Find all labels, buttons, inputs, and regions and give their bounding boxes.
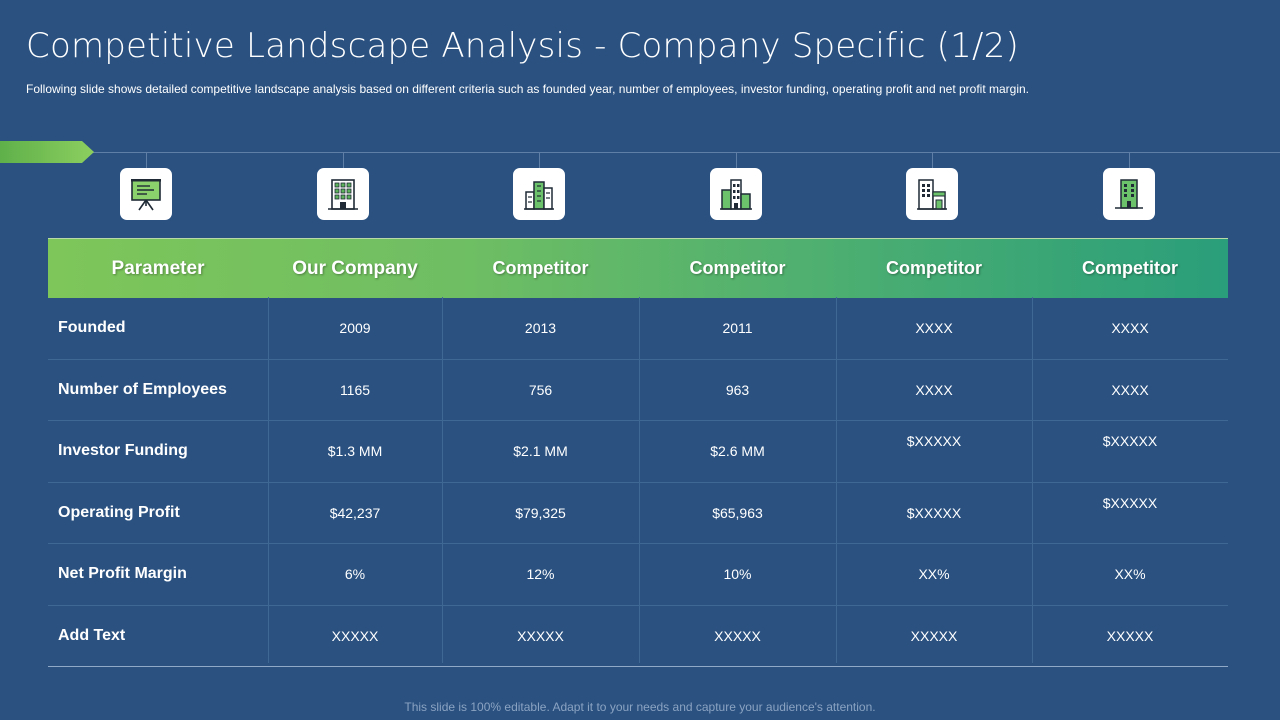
table-cell: XX%: [1114, 566, 1146, 583]
table-cell: 10%: [723, 566, 752, 583]
table-cell: 2013: [524, 320, 557, 337]
column-divider: [836, 297, 837, 663]
table-cell: $2.6 MM: [710, 443, 765, 460]
row-label: Investor Funding: [58, 442, 188, 460]
icon-column-competitor-4: [1102, 152, 1158, 222]
table-cell: $XXXXX: [906, 433, 962, 449]
table-cell: $42,237: [329, 504, 381, 521]
comparison-table: Parameter Our Company Competitor Competi…: [48, 238, 1228, 667]
table-row: Net Profit Margin 6% 12% 10% XX% XX%: [48, 544, 1228, 606]
table-row: Founded 2009 2013 2011 XXXX XXXX: [48, 298, 1228, 360]
page-subtitle: Following slide shows detailed competiti…: [26, 82, 1030, 96]
table-cell: $XXXXX: [1102, 494, 1158, 511]
office-building-icon: [328, 179, 358, 210]
arrow-accent-icon: [0, 141, 94, 163]
table-cell: XXXXX: [910, 627, 958, 644]
table-cell: 963: [725, 381, 750, 398]
table-cell: $XXXXX: [1102, 433, 1158, 449]
table-cell: 2011: [722, 320, 753, 337]
city-buildings-icon: [524, 181, 554, 210]
table-row: Investor Funding $1.3 MM $2.1 MM $2.6 MM…: [48, 421, 1228, 483]
skyline-icon: [720, 179, 752, 210]
table-row: Operating Profit $42,237 $79,325 $65,963…: [48, 483, 1228, 544]
column-divider: [268, 297, 269, 663]
row-label: Founded: [58, 319, 126, 337]
table-cell: XXXXX: [331, 627, 379, 644]
header-parameter: Parameter: [111, 257, 205, 279]
table-cell: XXXX: [1111, 381, 1149, 398]
table-cell: XXXX: [915, 320, 953, 337]
header-competitor-3: Competitor: [886, 258, 982, 278]
row-label: Operating Profit: [58, 503, 180, 521]
table-cell: 6%: [344, 566, 366, 583]
page-title: Competitive Landscape Analysis - Company…: [26, 26, 1019, 66]
row-label: Number of Employees: [58, 380, 227, 398]
timeline-divider: [0, 152, 1280, 153]
table-row: Add Text XXXXX XXXXX XXXXX XXXXX XXXXX: [48, 606, 1228, 667]
column-divider: [1032, 297, 1033, 663]
column-divider: [442, 297, 443, 663]
row-label: Add Text: [58, 626, 126, 644]
icon-column-competitor-3: [905, 152, 961, 222]
table-cell: $1.3 MM: [327, 443, 383, 460]
header-competitor-2: Competitor: [689, 258, 786, 278]
tower-building-icon: [1115, 179, 1143, 209]
table-cell: XXXX: [915, 381, 953, 398]
column-divider: [639, 297, 640, 663]
table-cell: 756: [528, 381, 553, 398]
table-cell: 12%: [526, 566, 555, 583]
icon-column-competitor-2: [709, 152, 765, 222]
icon-column-our-company: [316, 152, 372, 222]
table-cell: $65,963: [712, 504, 763, 521]
store-building-icon: [917, 179, 947, 210]
header-competitor-4: Competitor: [1082, 258, 1178, 278]
header-our-company: Our Company: [292, 257, 418, 279]
table-cell: XXXXX: [517, 627, 564, 644]
table-header-row: Parameter Our Company Competitor Competi…: [48, 238, 1228, 298]
table-cell: XXXXX: [714, 627, 761, 644]
table-row: Number of Employees 1165 756 963 XXXX XX…: [48, 360, 1228, 421]
table-cell: $2.1 MM: [513, 443, 568, 460]
icon-column-parameter: [119, 152, 175, 222]
presentation-board-icon: [131, 179, 161, 211]
table-cell: $79,325: [515, 504, 566, 521]
table-cell: $XXXXX: [906, 504, 962, 521]
row-label: Net Profit Margin: [58, 565, 187, 583]
table-cell: 1165: [339, 381, 371, 398]
table-cell: XXXXX: [1106, 627, 1154, 644]
table-cell: 2009: [339, 320, 371, 337]
icon-column-competitor-1: [512, 152, 568, 222]
footer-note: This slide is 100% editable. Adapt it to…: [404, 700, 876, 714]
header-competitor-1: Competitor: [492, 258, 589, 278]
table-cell: XXXX: [1111, 320, 1149, 337]
table-cell: XX%: [918, 566, 950, 583]
